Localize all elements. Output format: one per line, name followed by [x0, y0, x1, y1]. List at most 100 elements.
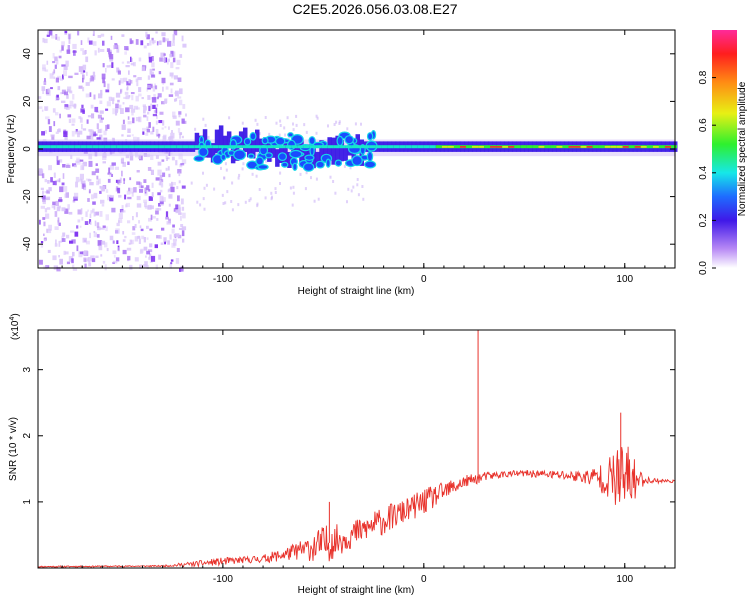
noise-pixel: [124, 194, 127, 200]
noise-pixel: [61, 182, 65, 186]
noise-pixel: [54, 243, 58, 247]
tone-peak: [616, 146, 623, 148]
noise-pixel: [138, 87, 142, 93]
tone-core: [351, 145, 358, 149]
scatter-pixel: [202, 197, 205, 201]
scatter-pixel: [178, 114, 181, 118]
noise-pixel: [64, 104, 69, 108]
noise-pixel: [164, 241, 166, 245]
scatter-pixel: [354, 122, 357, 126]
noise-pixel: [128, 70, 130, 75]
noise-pixel: [158, 71, 162, 75]
scatter-pixel: [315, 114, 318, 118]
noise-pixel: [97, 47, 100, 53]
tone-band: [222, 135, 228, 152]
scatter-pixel: [327, 124, 329, 128]
tone-core: [544, 145, 551, 149]
noise-pixel: [112, 98, 115, 105]
noise-pixel: [47, 180, 50, 184]
noise-pixel: [77, 132, 80, 138]
tone-core: [255, 145, 261, 149]
scatter-pixel: [178, 180, 181, 184]
tone-core: [628, 145, 635, 149]
tone-blob: [281, 161, 289, 168]
noise-pixel: [110, 195, 114, 198]
tone-band: [303, 144, 308, 165]
tone-peak: [652, 146, 659, 148]
noise-pixel: [125, 154, 130, 159]
tone-core: [116, 145, 123, 149]
noise-pixel: [135, 39, 139, 45]
noise-pixel: [155, 177, 160, 181]
noise-pixel: [61, 207, 66, 212]
scatter-pixel: [231, 208, 234, 212]
noise-pixel: [170, 259, 174, 262]
noise-pixel: [141, 235, 145, 240]
noise-pixel: [171, 156, 175, 161]
tone-peak: [665, 146, 671, 148]
noise-pixel: [83, 257, 87, 262]
scatter-pixel: [316, 116, 319, 120]
noise-pixel: [101, 204, 105, 207]
tone-core: [146, 145, 153, 149]
noise-pixel: [72, 104, 76, 108]
noise-pixel: [86, 135, 91, 140]
noise-pixel: [151, 255, 156, 262]
noise-pixel: [111, 174, 113, 177]
noise-pixel: [92, 30, 95, 34]
noise-pixel: [43, 233, 45, 236]
noise-pixel: [80, 40, 83, 45]
tone-core: [279, 145, 286, 149]
noise-pixel: [99, 190, 102, 194]
noise-pixel: [49, 73, 54, 79]
noise-pixel: [121, 157, 124, 163]
scatter-pixel: [190, 181, 193, 185]
x-tick-label: 0: [421, 274, 427, 285]
scatter-pixel: [315, 131, 318, 135]
noise-pixel: [107, 83, 110, 89]
noise-pixel: [57, 75, 62, 80]
noise-pixel: [122, 161, 126, 167]
tone-band: [339, 139, 344, 162]
noise-pixel: [43, 80, 47, 85]
noise-pixel: [89, 182, 94, 186]
noise-pixel: [149, 228, 153, 231]
tone-core: [399, 145, 406, 149]
noise-pixel: [44, 238, 46, 242]
colorbar: 0.0 0.2 0.4 0.6 0.8 Normalized spectral ampl…: [698, 30, 748, 275]
noise-pixel: [145, 255, 147, 258]
y-tick-label: 0: [22, 146, 33, 152]
tone-blob: [220, 153, 227, 161]
noise-pixel: [93, 133, 98, 136]
scatter-pixel: [258, 132, 261, 136]
noise-pixel: [93, 192, 98, 199]
tone-band: [275, 149, 280, 167]
noise-pixel: [88, 189, 91, 194]
noise-pixel: [137, 154, 141, 160]
noise-pixel: [76, 225, 79, 229]
colorbar-ticks: 0.0 0.2 0.4 0.6 0.8: [698, 70, 716, 275]
noise-pixel: [73, 50, 76, 56]
noise-pixel: [62, 74, 64, 80]
noise-pixel: [115, 228, 120, 234]
noise-pixel: [45, 116, 50, 120]
noise-pixel: [158, 120, 163, 124]
noise-pixel: [56, 206, 61, 212]
noise-pixel: [134, 236, 138, 242]
scatter-pixel: [242, 162, 245, 166]
noise-pixel: [164, 126, 167, 129]
noise-pixel: [148, 105, 151, 112]
noise-pixel: [164, 99, 167, 104]
noise-pixel: [42, 37, 45, 43]
noise-pixel: [112, 108, 116, 115]
noise-pixel: [112, 260, 118, 264]
noise-pixel: [40, 187, 44, 190]
noise-pixel: [103, 81, 106, 88]
noise-pixel: [94, 50, 97, 56]
noise-pixel: [135, 117, 140, 122]
noise-pixel: [67, 45, 70, 51]
noise-pixel: [71, 130, 75, 137]
noise-pixel: [82, 86, 85, 92]
noise-pixel: [113, 254, 116, 258]
noise-pixel: [105, 89, 110, 93]
